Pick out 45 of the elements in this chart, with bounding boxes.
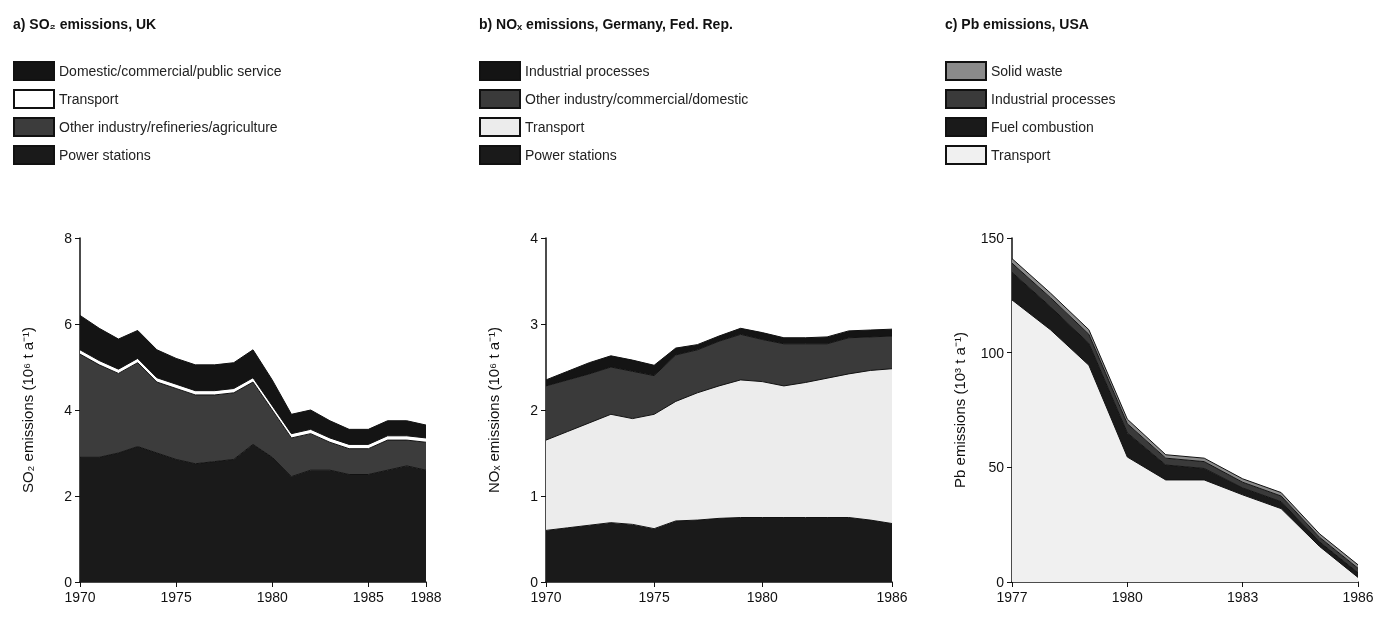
y-tick-label: 50 [988, 459, 1005, 476]
legend-label: Domestic/commercial/public service [59, 63, 282, 79]
x-tick-label: 1977 [996, 589, 1028, 605]
x-tick-label: 1983 [1227, 589, 1259, 605]
y-tick-label: 2 [530, 402, 539, 418]
y-tick-label: 0 [64, 574, 73, 590]
y-tick-label: 4 [530, 230, 539, 246]
y-axis-title: NOₓ emissions (10⁶ t a⁻¹) [485, 326, 502, 494]
y-tick-label: 1 [530, 488, 539, 504]
x-tick-label: 1980 [256, 589, 288, 605]
y-axis-title: Pb emissions (10³ t a⁻¹) [951, 332, 968, 488]
legend-label: Transport [59, 91, 119, 107]
legend-label: Power stations [59, 147, 151, 163]
y-tick-label: 0 [530, 574, 539, 590]
chart-title: a) SO₂ emissions, UK [13, 16, 157, 32]
x-tick-label: 1988 [410, 589, 442, 605]
x-tick-label: 1975 [160, 589, 192, 605]
y-tick-label: 8 [64, 230, 73, 246]
legend-label: Power stations [525, 147, 617, 163]
y-axis-title: SO₂ emissions (10⁶ t a⁻¹) [19, 326, 36, 494]
legend-label: Transport [525, 119, 585, 135]
y-tick-label: 100 [980, 344, 1005, 361]
y-tick-label: 6 [64, 316, 73, 332]
legend-label: Industrial processes [991, 91, 1116, 107]
y-tick-label: 3 [530, 316, 539, 332]
legend-label: Fuel combustion [991, 119, 1094, 135]
chart-title: b) NOₓ emissions, Germany, Fed. Rep. [479, 16, 733, 32]
x-tick-label: 1975 [638, 589, 670, 605]
y-tick-label: 4 [64, 402, 73, 418]
y-tick-label: 150 [980, 230, 1005, 246]
x-tick-label: 1986 [1342, 589, 1374, 605]
x-tick-label: 1970 [64, 589, 96, 605]
legend-label: Other industry/refineries/agriculture [59, 119, 278, 135]
x-tick-label: 1980 [1111, 589, 1144, 605]
y-tick-label: 0 [996, 574, 1005, 590]
chart-title: c) Pb emissions, USA [945, 16, 1089, 32]
x-tick-label: 1980 [746, 589, 779, 605]
y-tick-label: 2 [64, 488, 73, 504]
legend-label: Other industry/commercial/domestic [525, 91, 749, 107]
legend-label: Solid waste [991, 63, 1063, 79]
legend-label: Transport [991, 147, 1051, 163]
x-tick-label: 1986 [876, 589, 908, 605]
legend-label: Industrial processes [525, 63, 650, 79]
x-tick-label: 1985 [352, 589, 385, 605]
x-tick-label: 1970 [530, 589, 562, 605]
